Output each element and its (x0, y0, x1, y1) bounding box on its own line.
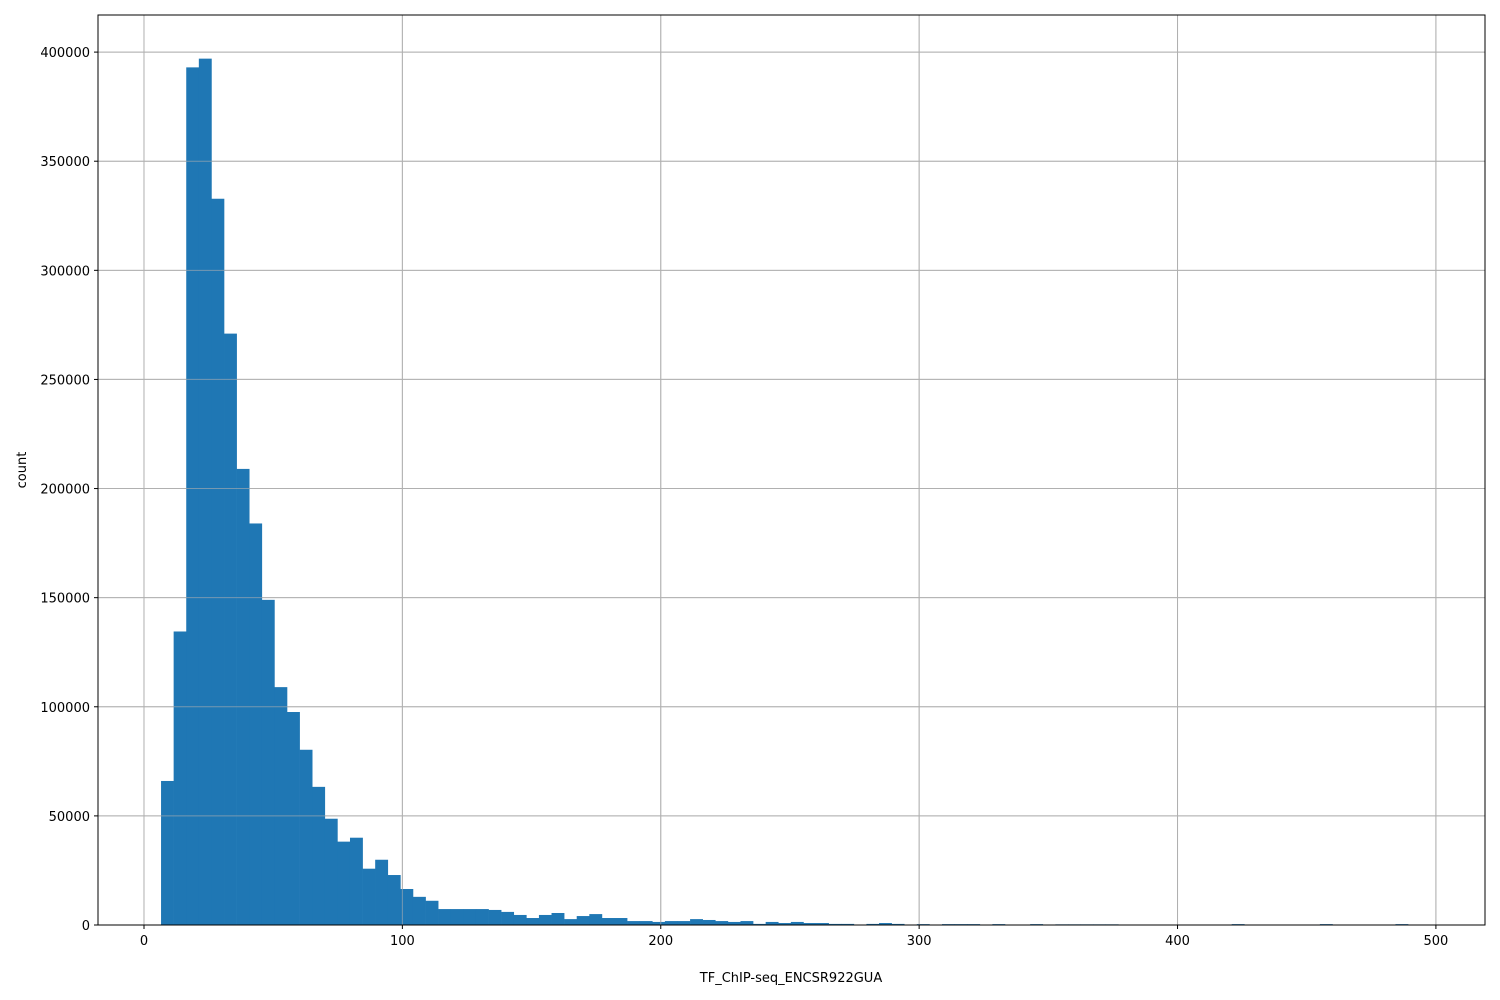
y-axis: 0 50000 100000 150000 200000 250000 300000 3500… (40, 46, 98, 934)
histogram-bar (387, 875, 401, 925)
histogram-bar (778, 923, 792, 925)
histogram-bar (551, 912, 565, 925)
histogram-bar (425, 900, 439, 925)
x-tick-label: 500 (1423, 934, 1448, 949)
histogram-bar (450, 909, 464, 925)
histogram-bar (803, 923, 817, 925)
histogram-bar (526, 918, 540, 925)
histogram-bar (324, 818, 338, 925)
x-axis: 0 100 200 300 400 500 (140, 925, 1448, 949)
histogram-bar (702, 919, 716, 925)
histogram-bar (627, 921, 640, 925)
bars (161, 58, 1409, 926)
histogram-bar (211, 198, 225, 926)
y-tick-label: 400000 (40, 46, 90, 61)
histogram-bar (349, 837, 363, 925)
histogram-bar (589, 914, 603, 925)
histogram-bar (400, 888, 414, 925)
histogram-bar (866, 923, 880, 925)
histogram-bar (576, 916, 590, 925)
histogram-bar (312, 786, 326, 925)
histogram-bar (161, 780, 174, 925)
x-axis-label: TF_ChIP-seq_ENCSR922GUA (699, 971, 883, 986)
histogram-bar (690, 919, 703, 925)
histogram-bar (261, 599, 275, 925)
histogram-bar (753, 923, 766, 925)
histogram-bar (475, 909, 489, 925)
x-tick-label: 100 (390, 934, 415, 949)
histogram-bar (891, 923, 905, 925)
plot-frame (97, 14, 1486, 926)
x-tick-label: 0 (140, 934, 148, 949)
histogram-bar (224, 333, 237, 925)
histogram-bar (362, 868, 376, 925)
histogram-bar (614, 918, 628, 925)
histogram-bar (501, 911, 515, 925)
histogram-bar (173, 631, 187, 925)
histogram-bar (299, 749, 313, 925)
histogram-bar (664, 921, 678, 925)
histogram-bar (841, 923, 855, 925)
y-tick-label: 200000 (40, 483, 90, 498)
histogram-bar (790, 921, 804, 925)
histogram-bar (765, 921, 779, 925)
x-tick-label: 300 (907, 934, 932, 949)
y-tick-label: 100000 (40, 701, 90, 716)
y-axis-label: count (15, 452, 30, 489)
histogram-bar (463, 909, 477, 925)
histogram-bar (375, 859, 389, 925)
histogram-bar (287, 712, 300, 925)
histogram-bar (879, 923, 892, 925)
histogram-bar (198, 58, 212, 926)
histogram-bar (715, 921, 729, 925)
y-tick-label: 50000 (49, 810, 90, 825)
y-tick-label: 150000 (40, 592, 90, 607)
histogram-bar (438, 909, 452, 925)
histogram-bar (639, 921, 653, 925)
histogram-bar (601, 918, 615, 925)
histogram-bar (652, 921, 666, 925)
histogram-bar (488, 909, 502, 925)
histogram-bar (249, 523, 263, 925)
x-tick-label: 200 (648, 934, 673, 949)
histogram-bar (564, 919, 578, 925)
y-tick-label: 350000 (40, 155, 90, 170)
histogram-bar (828, 923, 842, 925)
y-tick-label: 250000 (40, 373, 90, 388)
grid-overlay (98, 15, 1485, 926)
histogram-bar (513, 914, 527, 925)
histogram-bar (677, 921, 691, 925)
histogram-bar (274, 687, 288, 925)
histogram-bar (412, 896, 426, 925)
histogram-bar (816, 923, 829, 925)
histogram-bar (538, 914, 552, 925)
histogram-bar (236, 468, 250, 925)
histogram-bar (337, 841, 351, 925)
histogram-bar (186, 67, 200, 926)
histogram-bar (727, 921, 741, 925)
y-tick-label: 0 (82, 919, 90, 934)
histogram-bar (740, 921, 754, 925)
x-tick-label: 400 (1165, 934, 1190, 949)
y-tick-label: 300000 (40, 264, 90, 279)
